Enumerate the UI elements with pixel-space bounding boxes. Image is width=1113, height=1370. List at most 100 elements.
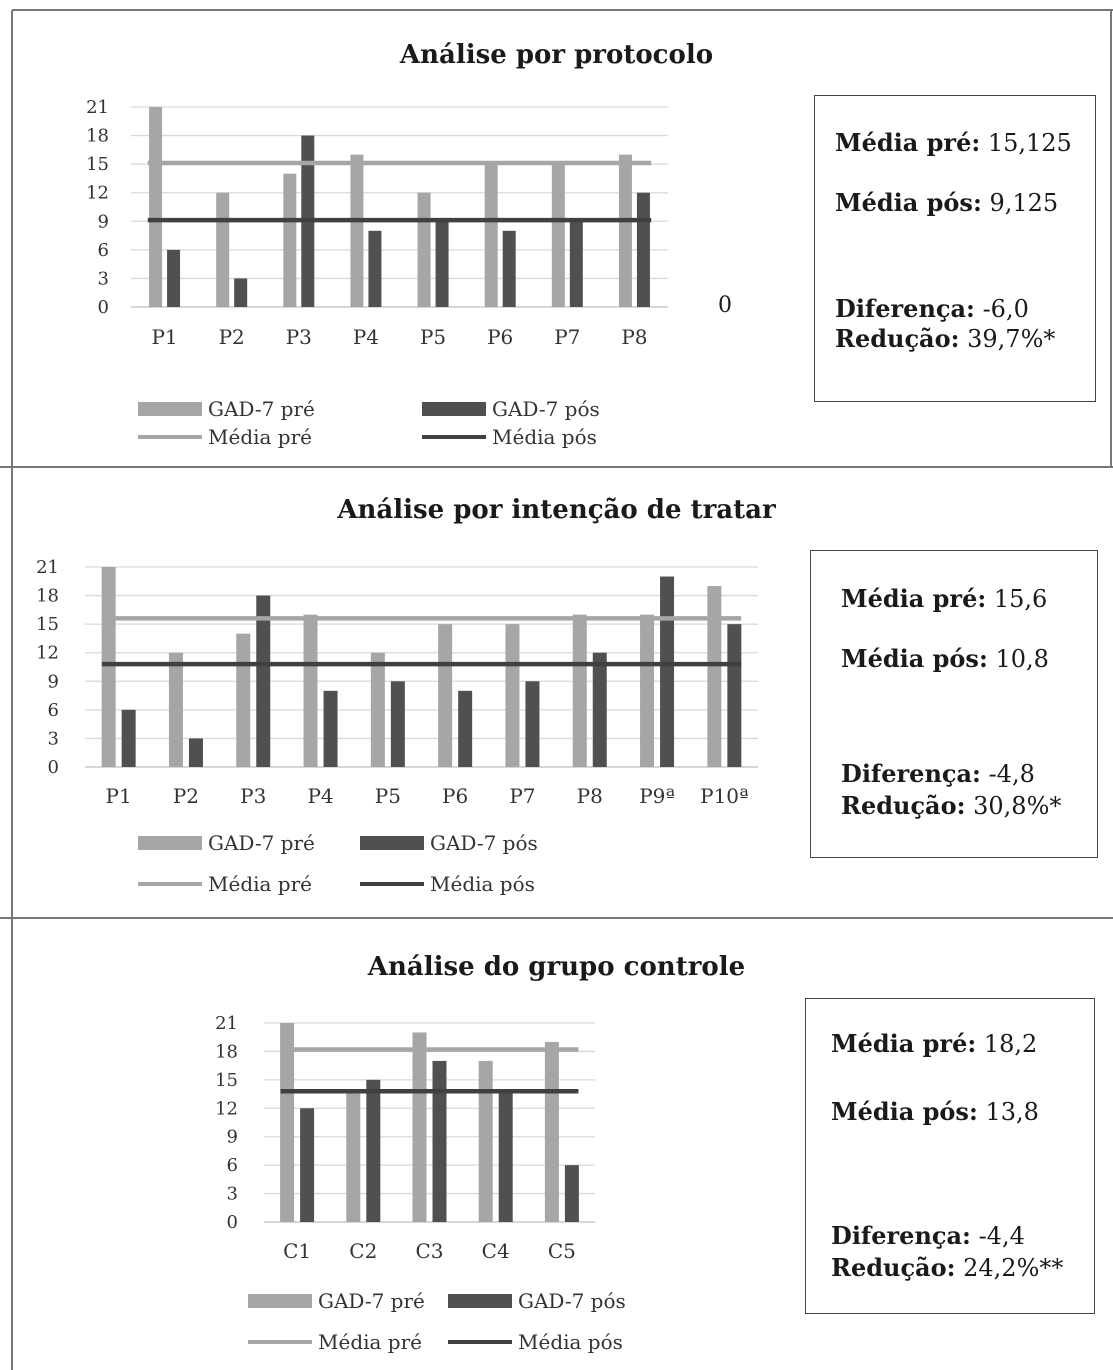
x-tick-label: P2 (219, 325, 245, 349)
x-tick-label: P5 (375, 784, 401, 808)
bar-post (727, 624, 742, 767)
legend-swatch-pre (138, 402, 202, 416)
bar-post (390, 681, 405, 767)
y-tick-label: 0 (227, 1212, 238, 1233)
mean-post-stat: Média pós: 9,125 (835, 188, 1059, 217)
bar-post (368, 230, 382, 307)
mean-post-stat: Média pós: 13,8 (831, 1097, 1039, 1126)
bar-pre (412, 1032, 427, 1222)
bar-post (432, 1060, 447, 1222)
x-tick-label: P10ª (700, 784, 748, 808)
bar-pre (216, 192, 230, 307)
x-tick-label: P1 (151, 325, 177, 349)
legend-swatch-post (360, 836, 424, 850)
x-tick-label: C1 (283, 1239, 311, 1263)
stats-box: Média pré: 15,6 Média pós: 10,8 Diferenç… (810, 550, 1098, 858)
y-tick-label: 18 (215, 1041, 238, 1062)
mean-pre-stat: Média pré: 18,2 (831, 1029, 1038, 1058)
bar-post (323, 690, 338, 767)
reduction-stat: Redução: 39,7%* (835, 324, 1056, 353)
x-tick-label: P2 (173, 784, 199, 808)
bar-post (525, 681, 540, 767)
bar-pre (350, 154, 364, 307)
bar-pre (149, 107, 163, 307)
y-tick-label: 6 (98, 240, 109, 261)
panel-control-group: Análise do grupo controle 0 3 6 9 12 15 18 21 C1… (0, 918, 1113, 1370)
y-tick-label: 21 (36, 557, 59, 578)
legend-label-mean-post: Média pós (430, 872, 535, 896)
bar-post (435, 221, 449, 307)
bar-pre (417, 192, 431, 307)
y-tick-label: 3 (227, 1184, 238, 1205)
x-tick-label: P8 (621, 325, 647, 349)
bar-pre (484, 164, 498, 307)
x-tick-label: C2 (349, 1239, 377, 1263)
bar-post (366, 1079, 381, 1222)
x-tick-label: P1 (106, 784, 132, 808)
bar-pre (478, 1060, 493, 1222)
difference-stat: Diferença: -4,4 (831, 1221, 1025, 1250)
x-tick-label: P3 (286, 325, 312, 349)
reduction-stat: Redução: 24,2%** (831, 1253, 1064, 1282)
stats-box: Média pré: 15,125 Média pós: 9,125 Difer… (814, 95, 1096, 402)
bar-pre (544, 1041, 559, 1222)
x-tick-label: C4 (482, 1239, 510, 1263)
legend-label-post: GAD-7 pós (518, 1289, 626, 1313)
bar-post (502, 230, 516, 307)
panel-title: Análise por protocolo (399, 40, 714, 70)
legend-label-mean-post: Média pós (492, 425, 597, 449)
bar-post (564, 1165, 579, 1222)
y-tick-label: 21 (215, 1013, 238, 1034)
bar-post (636, 192, 650, 307)
bar-pre (572, 614, 587, 767)
bar-post (188, 738, 203, 767)
difference-stat: Diferença: -4,8 (841, 759, 1035, 788)
panel-intention-to-treat: Análise por intenção de tratar 0 3 6 9 12 15 1… (0, 467, 1113, 918)
y-tick-label: 6 (48, 700, 59, 721)
legend-label-pre: GAD-7 pré (318, 1289, 425, 1313)
y-tick-label: 3 (98, 268, 109, 289)
panel-title: Análise por intenção de tratar (337, 495, 776, 525)
y-tick-label: 15 (215, 1070, 238, 1091)
y-tick-label: 18 (36, 586, 59, 607)
bar-pre (303, 614, 318, 767)
y-tick-label: 18 (86, 126, 109, 147)
y-tick-label: 6 (227, 1155, 238, 1176)
y-tick-label: 9 (98, 211, 109, 232)
bar-pre (280, 1023, 295, 1222)
legend-label-mean-post: Média pós (518, 1330, 623, 1354)
x-tick-label: C5 (548, 1239, 576, 1263)
x-tick-label: P4 (307, 784, 333, 808)
bar-pre (370, 652, 385, 767)
mean-pre-stat: Média pré: 15,6 (841, 584, 1048, 613)
bar-pre (438, 624, 453, 767)
chart-intention-to-treat: 0 3 6 9 12 15 18 21 P1 P2 P3 P4 P5 P6 P7 P8 P9ª P10ª GAD-7… (36, 557, 758, 896)
x-tick-label: P6 (442, 784, 468, 808)
x-tick-label: P7 (554, 325, 580, 349)
legend-label-mean-pre: Média pré (208, 872, 312, 896)
x-tick-label: P5 (420, 325, 446, 349)
bar-pre (707, 586, 722, 767)
bar-pre (236, 633, 251, 767)
y-tick-label: 12 (36, 643, 59, 664)
y-tick-label: 3 (48, 728, 59, 749)
y-tick-label: 9 (227, 1127, 238, 1148)
legend-label-post: GAD-7 pós (492, 397, 600, 421)
bar-post (300, 1108, 315, 1222)
bar-post (498, 1089, 513, 1222)
bar-post (121, 709, 136, 767)
mean-pre-stat: Média pré: 15,125 (835, 128, 1072, 157)
bar-post (660, 576, 675, 767)
chart-control-group: 0 3 6 9 12 15 18 21 C1 C2 C3 C4 C5 GAD-7 pré GAD-7 pós… (215, 1013, 626, 1354)
legend-label-mean-pre: Média pré (318, 1330, 422, 1354)
bar-pre (551, 164, 565, 307)
reduction-stat: Redução: 30,8%* (841, 791, 1062, 820)
y-tick-label: 12 (215, 1098, 238, 1119)
legend-label-post: GAD-7 pós (430, 831, 538, 855)
bar-pre (101, 567, 116, 767)
stats-box: Média pré: 18,2 Média pós: 13,8 Diferenç… (805, 998, 1095, 1314)
bar-pre (505, 624, 520, 767)
legend-label-pre: GAD-7 pré (208, 397, 315, 421)
bar-pre (346, 1089, 361, 1222)
